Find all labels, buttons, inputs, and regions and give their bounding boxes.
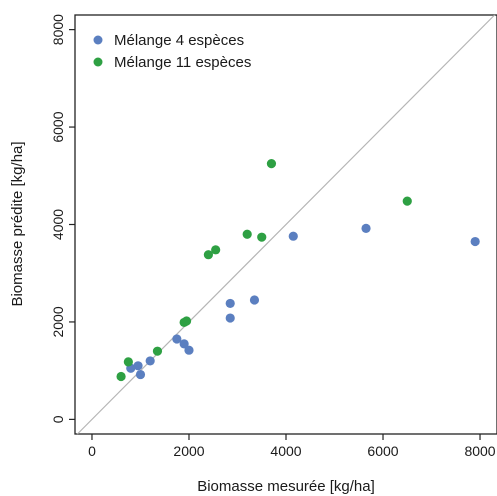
point-melange-11-especes xyxy=(203,250,213,260)
x-axis-title: Biomasse mesurée [kg/ha] xyxy=(197,478,375,495)
point-melange-4-especes xyxy=(249,295,260,305)
x-tick-label: 8000 xyxy=(464,443,495,459)
x-axis: 0 2000 4000 6000 8000 xyxy=(88,434,496,459)
y-tick-label: 4000 xyxy=(50,209,66,240)
point-melange-11-especes xyxy=(257,232,267,242)
x-tick-label: 6000 xyxy=(367,443,398,459)
legend-marker-mélange-11 xyxy=(93,57,103,67)
point-melange-4-especes xyxy=(179,339,189,349)
point-melange-4-especes xyxy=(225,313,235,323)
point-melange-11-especes xyxy=(266,158,277,169)
x-tick-label: 0 xyxy=(88,443,96,459)
x-tick-label: 4000 xyxy=(270,443,301,459)
legend-label-mélange-4: Mélange 4 espèces xyxy=(114,32,244,49)
legend-label-mélange-11: Mélange 11 espèces xyxy=(114,54,251,71)
legend-marker-mélange-4 xyxy=(93,35,103,45)
y-tick-label: 2000 xyxy=(50,306,66,337)
point-melange-11-especes xyxy=(152,346,163,356)
y-axis-title: Biomasse prédite [kg/ha] xyxy=(9,141,26,306)
y-axis: 0 2000 4000 6000 8000 xyxy=(50,14,75,423)
point-melange-4-especes xyxy=(288,231,298,241)
y-tick-label: 6000 xyxy=(50,111,66,142)
point-melange-4-especes xyxy=(184,345,194,355)
point-melange-11-especes xyxy=(181,316,192,326)
point-melange-4-especes xyxy=(225,298,235,309)
y-tick-label: 8000 xyxy=(50,14,66,45)
point-melange-11-especes xyxy=(402,196,412,206)
point-melange-11-especes xyxy=(211,245,221,255)
point-melange-4-especes xyxy=(133,361,143,371)
point-melange-11-especes xyxy=(242,229,252,239)
point-melange-4-especes xyxy=(361,223,371,233)
point-melange-11-especes xyxy=(123,357,133,367)
point-melange-4-especes xyxy=(145,356,155,366)
point-melange-11-especes xyxy=(116,371,126,382)
point-melange-4-especes xyxy=(470,236,480,247)
point-melange-4-especes xyxy=(135,369,146,380)
data-points xyxy=(116,158,480,382)
point-melange-4-especes xyxy=(172,334,182,344)
legend: Mélange 4 espèces Mélange 11 espèces xyxy=(93,32,251,71)
x-tick-label: 2000 xyxy=(173,443,204,459)
y-tick-label: 0 xyxy=(50,415,66,423)
